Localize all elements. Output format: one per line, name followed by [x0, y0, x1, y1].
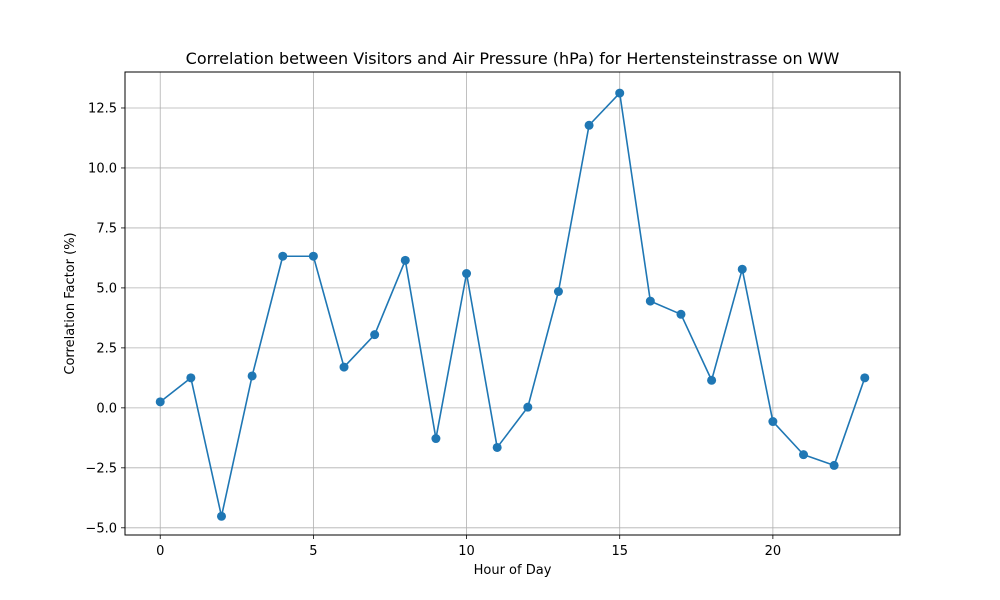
- data-point: [370, 330, 380, 340]
- y-tick-label: 5.0: [96, 281, 117, 296]
- y-tick-label: 0.0: [96, 401, 117, 416]
- data-point: [737, 264, 747, 274]
- data-point: [247, 371, 257, 381]
- data-point: [584, 120, 594, 130]
- data-point: [278, 251, 288, 261]
- plot-frame: [124, 71, 901, 536]
- data-point: [216, 511, 226, 521]
- data-point: [615, 88, 625, 98]
- data-point: [523, 402, 533, 412]
- data-point: [707, 375, 717, 385]
- series-line: [159, 92, 866, 518]
- x-tick-label: 5: [309, 544, 317, 559]
- y-tick-label: 12.5: [88, 101, 117, 116]
- x-tick-label: 0: [156, 544, 164, 559]
- y-tick-label: −2.5: [85, 461, 117, 476]
- data-point: [431, 434, 441, 444]
- x-tick-label: 10: [458, 544, 475, 559]
- data-point: [553, 287, 563, 297]
- data-point: [492, 442, 502, 452]
- x-tick-label: 20: [765, 544, 782, 559]
- data-point: [768, 417, 778, 427]
- data-point: [400, 255, 410, 265]
- x-tick-label: 15: [611, 544, 628, 559]
- data-point: [186, 373, 196, 383]
- data-point: [462, 269, 472, 279]
- y-tick-label: 10.0: [88, 161, 117, 176]
- data-point: [860, 373, 870, 383]
- x-axis-label: Hour of Day: [474, 563, 552, 578]
- grid: [125, 72, 900, 535]
- data-point: [308, 251, 318, 261]
- y-tick-label: −5.0: [85, 521, 117, 536]
- data-point: [339, 362, 349, 372]
- data-point: [645, 296, 655, 306]
- data-point: [155, 397, 165, 407]
- y-axis-label: Correlation Factor (%): [63, 232, 78, 374]
- y-tick-label: 7.5: [96, 221, 117, 236]
- data-point: [829, 460, 839, 470]
- data-point: [676, 309, 686, 319]
- data-point: [799, 450, 809, 460]
- y-tick-label: 2.5: [96, 341, 117, 356]
- tick-layer: 0 5 10 15 20 −5.0 −2.5 0.0 2.5 5.0 7.5 10.0 12.5: [85, 101, 781, 559]
- chart-title: Correlation between Visitors and Air Pre…: [186, 49, 840, 68]
- series-layer: [155, 88, 870, 521]
